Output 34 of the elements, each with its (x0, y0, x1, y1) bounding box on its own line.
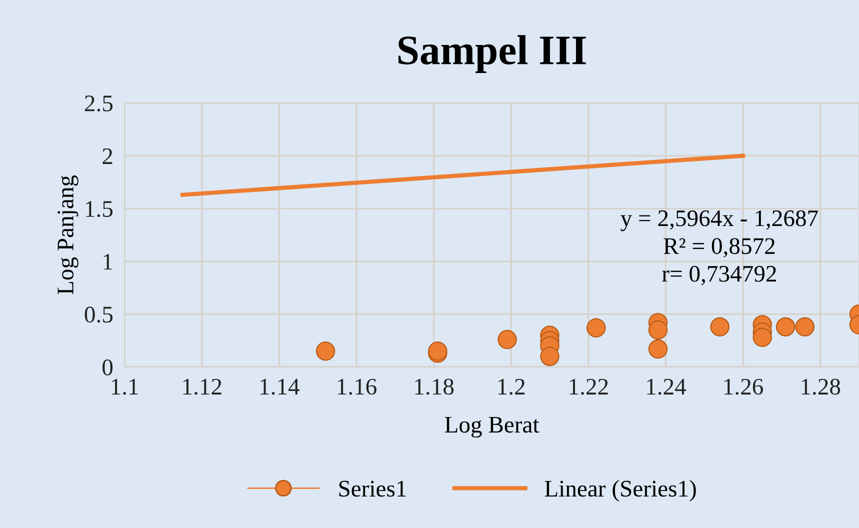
annotation: r= 0,734792 (662, 266, 776, 286)
point (540, 346, 560, 366)
y-tick-label: 2.5 (84, 96, 113, 112)
point (316, 342, 336, 361)
point (648, 339, 668, 359)
y-tick-label: 1 (104, 254, 112, 270)
point (776, 317, 796, 336)
point (752, 328, 772, 347)
x-tick-label: 1.28 (802, 378, 840, 395)
point (586, 318, 606, 338)
x-tick-label: 1.12 (183, 378, 222, 395)
x-tick-label: 1.24 (647, 378, 686, 395)
x-tick-label: 1.22 (570, 378, 608, 395)
chart-title: Sampel III (398, 35, 586, 73)
point (648, 320, 668, 340)
y-tick-label: 0 (102, 359, 113, 376)
y-tick-label: 1.5 (86, 201, 113, 218)
legend-label: Series1 (339, 480, 406, 497)
y-axis-title: Log Panjang (58, 175, 78, 294)
y-tick-label: 0.5 (84, 306, 113, 323)
point (710, 317, 730, 336)
x-tick-label: 1.16 (338, 378, 376, 395)
legend-label: Linear (Series1) (544, 480, 696, 502)
x-tick-label: 1.1 (112, 378, 138, 395)
annotation: y = 2,5964x - 1,2687 (620, 210, 818, 232)
y-tick-label: 2 (102, 148, 112, 164)
x-tick-label: 1.18 (415, 378, 454, 395)
x-tick-label: 1.14 (260, 378, 300, 395)
x-axis-title: Log Berat (444, 417, 540, 438)
annotation: R² = 0,8572 (664, 238, 775, 258)
point (795, 317, 814, 336)
x-tick-label: 1.26 (724, 378, 763, 395)
point (498, 330, 517, 350)
x-tick-label: 1.2 (498, 378, 525, 395)
